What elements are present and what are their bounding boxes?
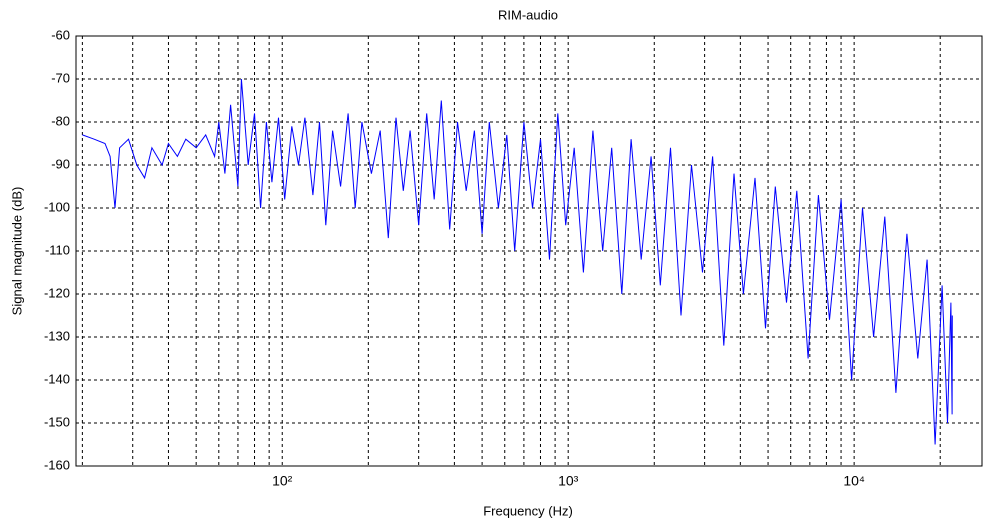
x-tick-label: 10⁴ <box>843 473 865 489</box>
y-tick-label: -80 <box>51 113 70 128</box>
plot-frame <box>75 35 983 467</box>
y-axis-label: Signal magnitude (dB) <box>9 187 24 316</box>
y-tick-label: -110 <box>45 242 70 257</box>
y-tick-label: -160 <box>44 457 70 472</box>
y-tick-label: -100 <box>44 199 70 214</box>
y-tick-label: -140 <box>44 371 70 386</box>
x-axis-label: Frequency (Hz) <box>483 503 573 518</box>
y-tick-label: -60 <box>51 27 70 42</box>
y-tick-label: -90 <box>51 156 70 171</box>
x-tick-label: 10² <box>272 473 293 489</box>
spectrum-line <box>82 78 953 445</box>
y-tick-label: -70 <box>51 70 70 85</box>
chart-title: RIM-audio <box>498 7 558 22</box>
y-tick-label: -120 <box>44 285 70 300</box>
y-tick-label: -150 <box>44 414 70 429</box>
y-tick-label: -130 <box>44 328 70 343</box>
x-tick-label: 10³ <box>558 473 579 489</box>
